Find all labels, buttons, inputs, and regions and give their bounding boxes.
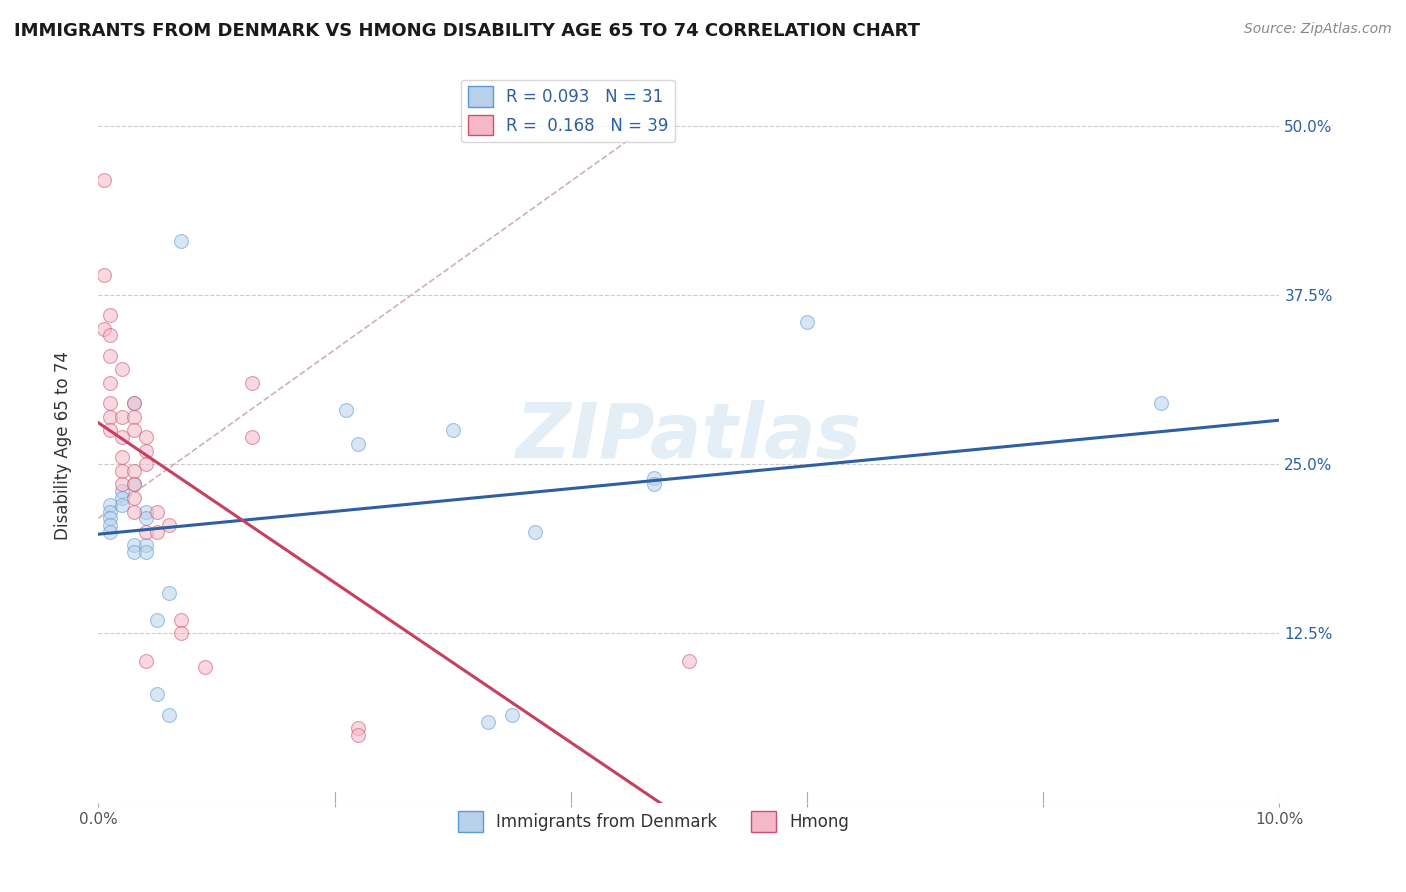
Point <box>111 498 134 512</box>
Point <box>98 511 121 525</box>
Point <box>111 430 134 444</box>
Point <box>98 349 121 363</box>
Point <box>122 464 145 478</box>
Point <box>122 396 145 410</box>
Point <box>98 423 121 437</box>
Point <box>135 524 157 539</box>
Point <box>93 268 115 282</box>
Text: ZIPatlas: ZIPatlas <box>516 401 862 474</box>
Point <box>122 505 145 519</box>
Point <box>678 654 700 668</box>
Point <box>643 477 665 491</box>
Point <box>157 518 180 533</box>
Point <box>122 477 145 491</box>
Point <box>135 505 157 519</box>
Point <box>98 498 121 512</box>
Point <box>347 437 370 451</box>
Point <box>98 328 121 343</box>
Point <box>111 464 134 478</box>
Point <box>157 586 180 600</box>
Legend: Immigrants from Denmark, Hmong: Immigrants from Denmark, Hmong <box>451 805 856 838</box>
Point <box>135 545 157 559</box>
Point <box>98 376 121 390</box>
Point <box>122 538 145 552</box>
Point <box>643 471 665 485</box>
Point <box>135 443 157 458</box>
Point <box>122 545 145 559</box>
Point <box>98 524 121 539</box>
Point <box>122 423 145 437</box>
Point <box>98 518 121 533</box>
Point <box>98 396 121 410</box>
Point <box>98 308 121 322</box>
Text: IMMIGRANTS FROM DENMARK VS HMONG DISABILITY AGE 65 TO 74 CORRELATION CHART: IMMIGRANTS FROM DENMARK VS HMONG DISABIL… <box>14 22 920 40</box>
Point <box>157 707 180 722</box>
Point <box>111 484 134 499</box>
Point <box>170 613 193 627</box>
Point <box>240 430 263 444</box>
Point <box>335 403 357 417</box>
Point <box>477 714 499 729</box>
Point <box>111 362 134 376</box>
Point <box>122 409 145 424</box>
Point <box>122 491 145 505</box>
Point <box>98 409 121 424</box>
Point <box>347 728 370 742</box>
Point <box>122 396 145 410</box>
Point <box>98 505 121 519</box>
Point <box>135 654 157 668</box>
Point <box>146 613 169 627</box>
Point <box>170 234 193 248</box>
Point <box>1150 396 1173 410</box>
Point <box>170 626 193 640</box>
Point <box>524 524 547 539</box>
Point <box>501 707 523 722</box>
Text: Source: ZipAtlas.com: Source: ZipAtlas.com <box>1244 22 1392 37</box>
Point <box>122 477 145 491</box>
Point <box>111 409 134 424</box>
Point <box>111 477 134 491</box>
Point <box>111 491 134 505</box>
Point <box>240 376 263 390</box>
Point <box>347 721 370 735</box>
Point <box>146 688 169 702</box>
Point <box>194 660 217 674</box>
Point <box>135 538 157 552</box>
Point <box>93 322 115 336</box>
Point <box>441 423 464 437</box>
Point <box>93 172 115 186</box>
Point <box>111 450 134 465</box>
Point <box>146 524 169 539</box>
Point <box>146 505 169 519</box>
Point <box>135 511 157 525</box>
Point <box>135 430 157 444</box>
Text: Disability Age 65 to 74: Disability Age 65 to 74 <box>55 351 72 541</box>
Point <box>135 457 157 471</box>
Point <box>796 315 818 329</box>
